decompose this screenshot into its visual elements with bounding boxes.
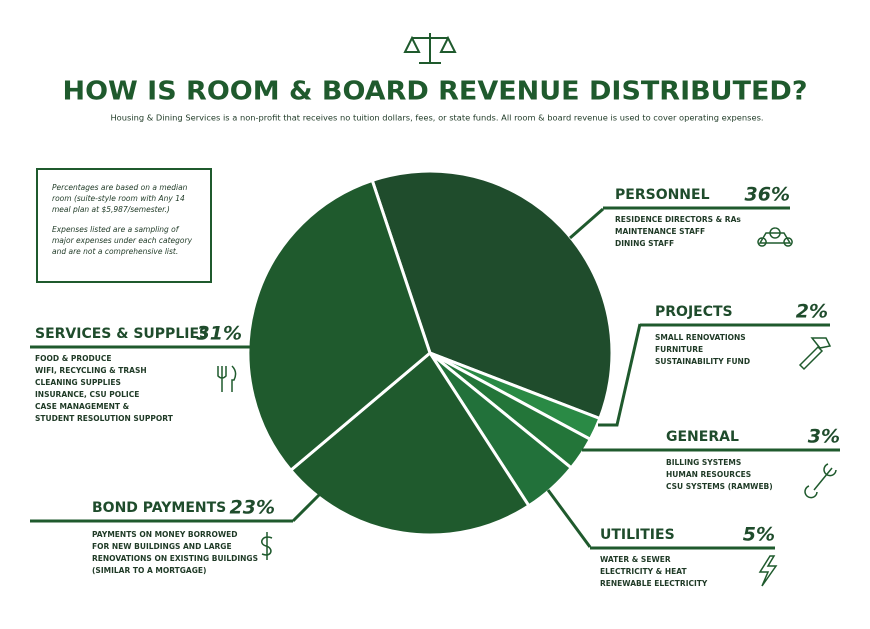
utensils-icon [217, 365, 237, 392]
detail-item: CLEANING SUPPLIES [35, 378, 121, 387]
pie-slice [246, 178, 432, 473]
pie-slice [370, 169, 614, 421]
leader-line [291, 490, 324, 523]
detail-item: INSURANCE, CSU POLICE [35, 390, 139, 399]
detail-item: RESIDENCE DIRECTORS & RAs [615, 215, 741, 224]
leader-line [569, 207, 604, 240]
hammer-icon [798, 337, 832, 371]
detail-item: CASE MANAGEMENT & [35, 402, 130, 411]
value-label: 23% [230, 497, 275, 519]
people-icon [757, 227, 793, 247]
subtitle: Housing & Dining Services is a non-profi… [110, 113, 763, 123]
pie-slice [288, 350, 531, 537]
detail-item: BILLING SYSTEMS [666, 458, 741, 467]
category-label: PERSONNEL [615, 187, 710, 203]
note: Percentages are based on a median room (… [52, 183, 188, 214]
detail-item: CSU SYSTEMS (RAMWEB) [666, 482, 773, 491]
value-label: 3% [808, 426, 840, 448]
value-label: 2% [796, 301, 828, 323]
detail-item: STUDENT RESOLUTION SUPPORT [35, 414, 174, 423]
note: Expenses listed are a sampling of major … [52, 225, 193, 256]
leader-line [598, 323, 642, 427]
chart-title: HOW IS ROOM & BOARD REVENUE DISTRIBUTED? [63, 77, 808, 107]
detail-item: (SIMILAR TO A MORTGAGE) [92, 566, 206, 575]
detail-item: FOOD & PRODUCE [35, 354, 111, 363]
value-label: 5% [743, 524, 775, 546]
note-box: Percentages are based on a median room (… [36, 168, 212, 283]
detail-item: MAINTENANCE STAFF [615, 227, 705, 236]
wrench-icon [804, 463, 837, 499]
detail-item: SUSTAINABILITY FUND [655, 357, 750, 366]
detail-item: DINING STAFF [615, 239, 674, 248]
detail-item: SMALL RENOVATIONS [655, 333, 746, 342]
detail-item: WIFI, RECYCLING & TRASH [35, 366, 147, 375]
detail-item: FURNITURE [655, 345, 703, 354]
value-label: 31% [197, 323, 242, 345]
detail-item: WATER & SEWER [600, 555, 671, 564]
detail-item: PAYMENTS ON MONEY BORROWED [92, 530, 238, 539]
detail-item: FOR NEW BUILDINGS AND LARGE [92, 542, 232, 551]
detail-item: RENEWABLE ELECTRICITY [600, 579, 708, 588]
bolt-icon [758, 555, 778, 587]
category-label: SERVICES & SUPPLIES [35, 326, 209, 342]
scales-icon [403, 33, 457, 64]
detail-item: ELECTRICITY & HEAT [600, 567, 687, 576]
detail-item: RENOVATIONS ON EXISTING BUILDINGS [92, 554, 258, 563]
detail-item: HUMAN RESOURCES [666, 470, 751, 479]
category-label: UTILITIES [600, 527, 675, 543]
category-label: PROJECTS [655, 304, 733, 320]
category-label: BOND PAYMENTS [92, 500, 226, 516]
value-label: 36% [745, 184, 790, 206]
leader-line [546, 489, 592, 548]
dollar-icon [261, 532, 273, 560]
category-label: GENERAL [666, 429, 739, 445]
